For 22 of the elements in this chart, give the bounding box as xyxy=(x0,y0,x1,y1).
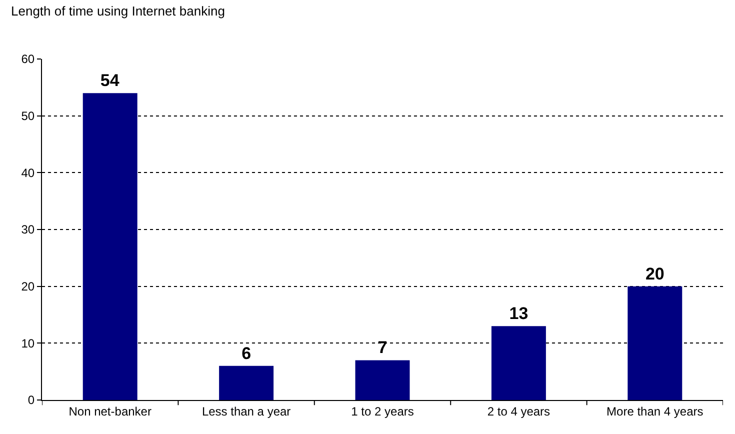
y-tick-label: 0 xyxy=(28,393,35,408)
bar xyxy=(355,360,410,400)
x-tick-label: Non net-banker xyxy=(68,404,152,418)
y-tick-label: 60 xyxy=(21,52,35,66)
data-label: 54 xyxy=(100,71,120,90)
data-label: 20 xyxy=(645,264,664,284)
y-tick-label: 30 xyxy=(21,222,35,237)
data-label: 6 xyxy=(242,344,252,363)
chart-title: Length of time using Internet banking xyxy=(11,4,225,19)
y-tick-label: 10 xyxy=(21,336,35,350)
x-tick-label: More than 4 years xyxy=(606,404,704,418)
x-tick-label: Less than a year xyxy=(202,404,291,418)
y-tick-label: 20 xyxy=(21,280,35,294)
y-tick-label: 40 xyxy=(21,166,35,180)
data-label: 13 xyxy=(509,304,528,324)
x-tick-label: 2 to 4 years xyxy=(487,404,550,418)
y-tick-label: 50 xyxy=(21,109,35,124)
bar xyxy=(628,286,682,400)
x-tick-label: 1 to 2 years xyxy=(351,404,414,418)
bar xyxy=(491,326,546,400)
bar xyxy=(82,93,138,400)
bar xyxy=(219,366,274,400)
